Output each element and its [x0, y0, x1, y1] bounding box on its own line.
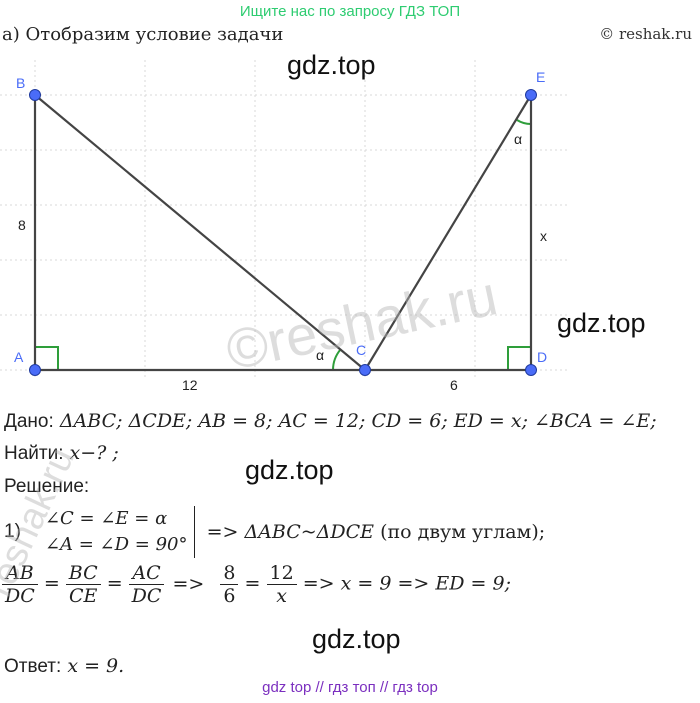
proportion-arrow-2: =>: [302, 572, 335, 595]
frac3-den: DC: [131, 585, 162, 607]
fraction-bc-ce: BC CE: [65, 562, 101, 607]
step-line-1: ∠C = ∠E = α: [44, 508, 168, 529]
diagram-segments: [33, 94, 533, 372]
proportion-line: AB DC = BC CE = AC DC => 8 6 = 12 x => x…: [2, 562, 511, 607]
step-line-2: ∠A = ∠D = 90°: [44, 534, 188, 555]
find-text: x−? ;: [69, 442, 119, 464]
point-a: [29, 364, 41, 376]
answer-label: Ответ:: [4, 656, 62, 677]
gdz-watermark-2: gdz.top: [557, 308, 646, 338]
find-line: Найти: x−? ;: [4, 442, 119, 465]
solution-label: Решение:: [4, 476, 90, 497]
frac1-den: DC: [5, 585, 35, 607]
gdz-watermark-3: gdz.top: [245, 455, 334, 485]
frac2-den: CE: [69, 585, 98, 607]
fraction-12-x: 12 x: [266, 562, 297, 607]
diagram-points: [29, 89, 537, 376]
step-arrow: =>: [206, 521, 239, 543]
frac5-den: x: [276, 585, 287, 607]
find-label: Найти:: [4, 443, 64, 464]
answer-line: Ответ: x = 9.: [4, 655, 124, 678]
reshak-watermark-center: ©reshak.ru: [221, 263, 503, 382]
frac4-den: 6: [223, 585, 236, 607]
fraction-ac-dc: AC DC: [128, 562, 165, 607]
frac2-num: BC: [65, 562, 101, 585]
part-label: а) Отобразим условие задачи: [2, 24, 284, 45]
label-point-a: A: [14, 349, 24, 365]
fraction-ab-dc: AB DC: [2, 562, 38, 607]
point-c: [359, 364, 371, 376]
point-e: [525, 89, 537, 101]
frac5-num: 12: [266, 562, 297, 585]
point-d: [525, 364, 537, 376]
label-angle-e: α: [514, 131, 522, 147]
segment-ce: [364, 94, 532, 371]
right-angle-d: [507, 346, 531, 370]
top-banner: Ищите нас по запросу ГДЗ ТОП: [239, 3, 461, 20]
frac3-num: AC: [128, 562, 165, 585]
answer-text: x = 9.: [67, 655, 125, 677]
frac1-num: AB: [2, 562, 38, 585]
gdz-watermark-4: gdz.top: [312, 624, 401, 654]
label-point-e: E: [536, 69, 545, 85]
label-point-c: C: [356, 342, 366, 358]
label-ed: x: [540, 228, 547, 244]
given-text: ΔABC; ΔCDE; AB = 8; AC = 12; CD = 6; ED …: [59, 410, 657, 432]
proportion-arrow-3: =>: [397, 572, 430, 595]
copyright-text: © reshak.ru: [599, 25, 692, 43]
right-angle-a: [35, 346, 59, 370]
segment-bc: [34, 94, 366, 371]
label-point-b: B: [16, 75, 25, 91]
x-equals-9: x = 9: [340, 572, 392, 595]
label-ab: 8: [18, 217, 26, 233]
footer-links: gdz top // гдз топ // гдз top: [262, 679, 438, 696]
fraction-8-6: 8 6: [220, 562, 239, 607]
step-result: ΔABC~ΔDCE: [244, 521, 375, 543]
step-1: 1) ∠C = ∠E = α ∠A = ∠D = 90° => ΔABC~ΔDC…: [4, 506, 545, 558]
step-number: 1): [4, 521, 21, 542]
label-point-d: D: [537, 349, 547, 365]
label-angle-c: α: [316, 347, 324, 363]
label-cd: 6: [450, 377, 458, 393]
given-line: Дано: ΔABC; ΔCDE; AB = 8; AC = 12; CD = …: [4, 410, 657, 433]
geometry-diagram: B A C D E 8 12 6 x α α ©reshak.ru: [0, 60, 570, 393]
point-b: [29, 89, 41, 101]
angle-arc-e: [516, 119, 532, 126]
proportion-arrow: =>: [172, 572, 205, 595]
step-reason: (по двум углам);: [380, 521, 546, 543]
given-label: Дано:: [4, 411, 54, 432]
ed-equals-9: ED = 9;: [435, 572, 511, 595]
frac4-num: 8: [220, 562, 239, 585]
step-conditions: ∠C = ∠E = α ∠A = ∠D = 90°: [45, 506, 195, 558]
label-ac: 12: [182, 377, 198, 393]
gdz-watermark-1: gdz.top: [287, 50, 376, 80]
